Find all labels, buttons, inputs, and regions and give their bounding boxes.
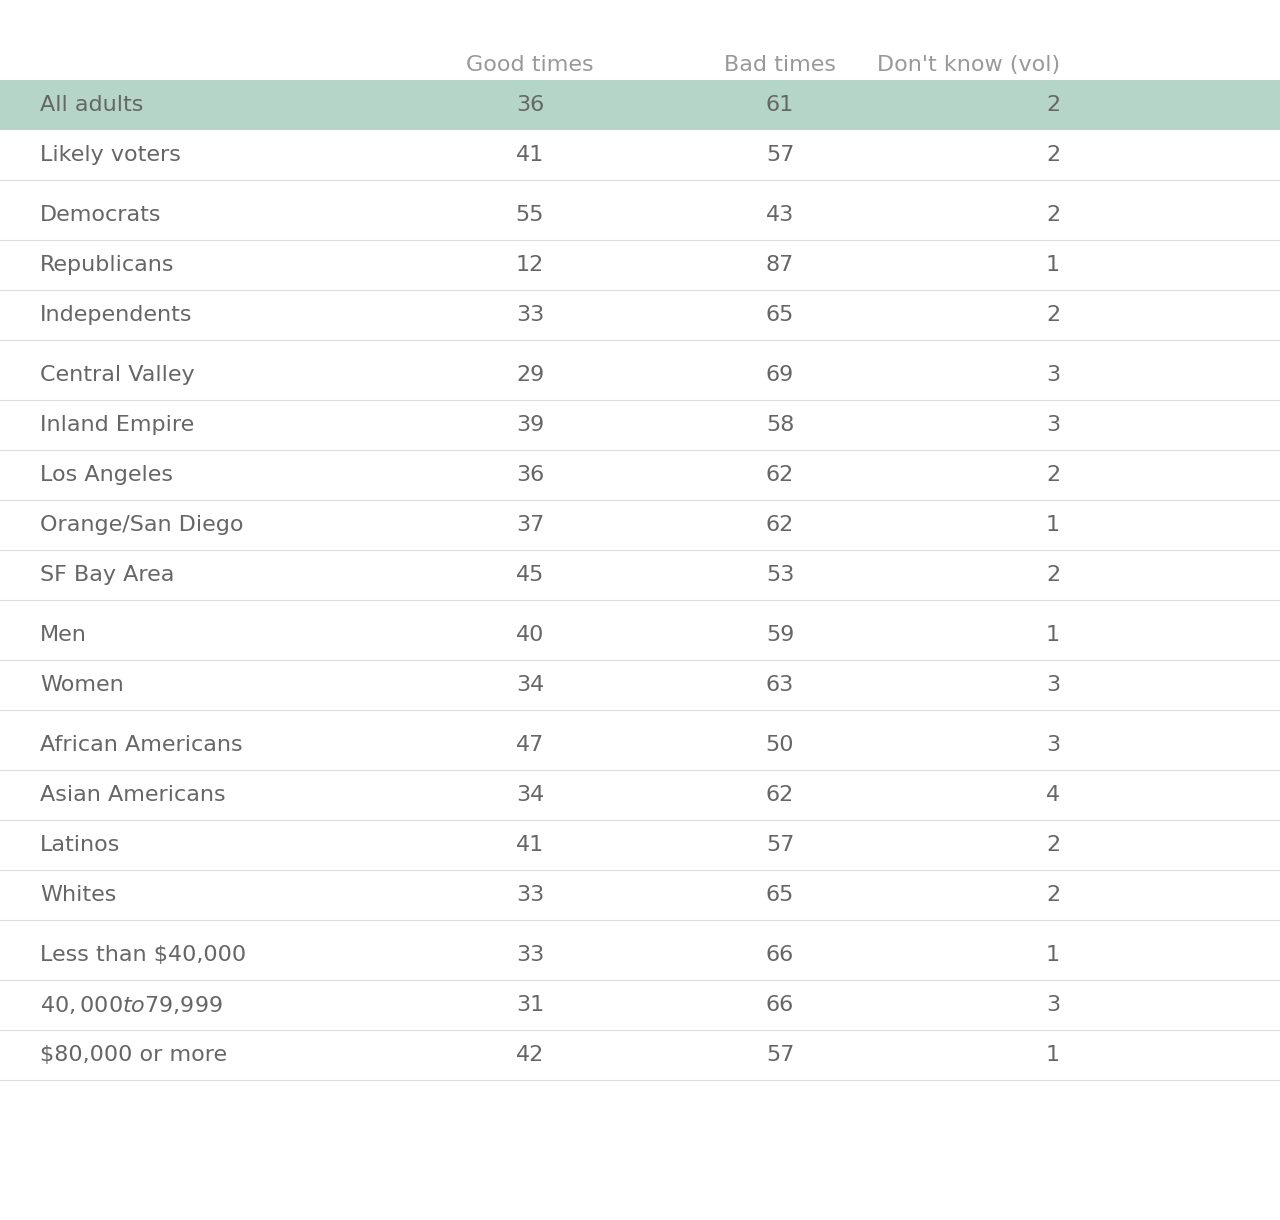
Text: 2: 2 (1046, 565, 1060, 586)
Text: 61: 61 (765, 95, 794, 115)
Text: 33: 33 (516, 946, 544, 965)
Text: 65: 65 (765, 884, 794, 905)
Text: 3: 3 (1046, 365, 1060, 386)
Text: Don't know (vol): Don't know (vol) (877, 55, 1060, 74)
Text: 3: 3 (1046, 996, 1060, 1015)
Text: 59: 59 (765, 625, 794, 645)
Text: 31: 31 (516, 996, 544, 1015)
Text: Women: Women (40, 675, 124, 695)
Text: 39: 39 (516, 415, 544, 436)
Text: 1: 1 (1046, 1046, 1060, 1065)
Text: 55: 55 (516, 205, 544, 224)
Text: 69: 69 (765, 365, 794, 386)
Text: Latinos: Latinos (40, 834, 120, 855)
Text: 41: 41 (516, 834, 544, 855)
Text: Orange/San Diego: Orange/San Diego (40, 515, 243, 536)
Text: 42: 42 (516, 1046, 544, 1065)
Text: 4: 4 (1046, 784, 1060, 805)
Text: Good times: Good times (466, 55, 594, 74)
Text: Bad times: Bad times (724, 55, 836, 74)
Text: 45: 45 (516, 565, 544, 586)
Text: 3: 3 (1046, 734, 1060, 755)
Text: 37: 37 (516, 515, 544, 536)
Text: 1: 1 (1046, 255, 1060, 274)
Text: 33: 33 (516, 884, 544, 905)
Text: 62: 62 (765, 784, 794, 805)
Text: Inland Empire: Inland Empire (40, 415, 195, 436)
Text: 36: 36 (516, 465, 544, 486)
Text: 57: 57 (765, 1046, 794, 1065)
Text: SF Bay Area: SF Bay Area (40, 565, 174, 586)
Text: 2: 2 (1046, 95, 1060, 115)
Text: 2: 2 (1046, 465, 1060, 486)
Text: 12: 12 (516, 255, 544, 274)
Text: 2: 2 (1046, 834, 1060, 855)
Bar (0, 81, 1280, 131)
Text: 87: 87 (765, 255, 794, 274)
Text: 1: 1 (1046, 946, 1060, 965)
Text: Central Valley: Central Valley (40, 365, 195, 386)
Text: 57: 57 (765, 834, 794, 855)
Text: 63: 63 (765, 675, 794, 695)
Text: 36: 36 (516, 95, 544, 115)
Text: 41: 41 (516, 145, 544, 165)
Text: 33: 33 (516, 305, 544, 325)
Text: 58: 58 (765, 415, 794, 436)
Text: 34: 34 (516, 675, 544, 695)
Text: 3: 3 (1046, 415, 1060, 436)
Text: 65: 65 (765, 305, 794, 325)
Text: Los Angeles: Los Angeles (40, 465, 173, 486)
Text: 43: 43 (765, 205, 794, 224)
Text: 57: 57 (765, 145, 794, 165)
Text: Men: Men (40, 625, 87, 645)
Text: 3: 3 (1046, 675, 1060, 695)
Text: 2: 2 (1046, 145, 1060, 165)
Text: 1: 1 (1046, 515, 1060, 536)
Text: 2: 2 (1046, 205, 1060, 224)
Text: 34: 34 (516, 784, 544, 805)
Text: 2: 2 (1046, 305, 1060, 325)
Text: 66: 66 (765, 996, 794, 1015)
Text: Whites: Whites (40, 884, 116, 905)
Text: 62: 62 (765, 515, 794, 536)
Text: Less than $40,000: Less than $40,000 (40, 946, 246, 965)
Text: Asian Americans: Asian Americans (40, 784, 225, 805)
Text: 29: 29 (516, 365, 544, 386)
Text: Independents: Independents (40, 305, 192, 325)
Text: 53: 53 (765, 565, 794, 586)
Text: All adults: All adults (40, 95, 143, 115)
Text: 47: 47 (516, 734, 544, 755)
Text: $80,000 or more: $80,000 or more (40, 1046, 227, 1065)
Text: African Americans: African Americans (40, 734, 243, 755)
Text: Republicans: Republicans (40, 255, 174, 274)
Text: 66: 66 (765, 946, 794, 965)
Text: Likely voters: Likely voters (40, 145, 180, 165)
Text: 50: 50 (765, 734, 795, 755)
Text: $40,000 to $79,999: $40,000 to $79,999 (40, 994, 223, 1016)
Text: Democrats: Democrats (40, 205, 161, 224)
Text: 1: 1 (1046, 625, 1060, 645)
Text: 40: 40 (516, 625, 544, 645)
Text: 62: 62 (765, 465, 794, 486)
Text: 2: 2 (1046, 884, 1060, 905)
